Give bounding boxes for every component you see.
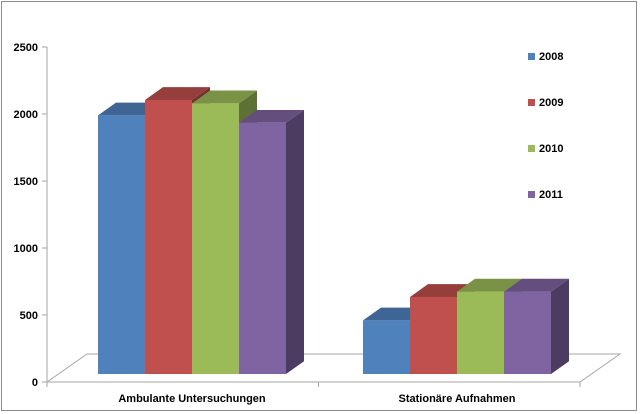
x-category-label: Stationäre Aufnahmen <box>399 393 516 405</box>
y-tick-label: 0 <box>32 377 38 389</box>
bar-front-face <box>98 115 145 374</box>
bar-side-face <box>286 109 304 374</box>
labels: 0 500 1000 1500 2000 2500 Ambulante Untersuchu… <box>14 42 516 405</box>
legend-swatch <box>528 191 535 198</box>
bar-front-face <box>145 99 192 374</box>
legend-swatch <box>528 145 535 152</box>
bar-front-face <box>410 296 457 374</box>
bar-front-face <box>504 291 551 374</box>
legend-label: 2009 <box>539 97 563 109</box>
legend-entry-2011: 2011 <box>528 189 563 201</box>
y-tick-label: 2500 <box>14 42 38 54</box>
x-category-label: Ambulante Untersuchungen <box>118 393 266 405</box>
bars <box>98 87 569 375</box>
bar-front-face <box>457 291 504 374</box>
bar-front-face <box>363 320 410 374</box>
legend-label: 2010 <box>539 143 563 155</box>
legend-label: 2011 <box>539 189 563 201</box>
bar-front-face <box>192 103 239 374</box>
y-tick-label: 1000 <box>14 243 38 255</box>
legend-entry-2008: 2008 <box>528 51 563 63</box>
legend-swatch <box>528 53 535 60</box>
bar-top-face <box>239 109 304 123</box>
bar-2011-ambulante <box>239 109 304 374</box>
bar-side-face <box>551 278 569 374</box>
legend-label: 2008 <box>539 51 563 63</box>
y-tick-label: 1500 <box>14 176 38 188</box>
y-tick-label: 500 <box>20 310 38 322</box>
bar-2011-stationaere <box>504 278 569 374</box>
bar-top-face <box>457 278 522 292</box>
legend-entry-2009: 2009 <box>528 97 563 109</box>
legend-swatch <box>528 99 535 106</box>
bar-top-face <box>504 278 569 292</box>
legend-entry-2010: 2010 <box>528 143 563 155</box>
legend: 2008 2009 2010 2011 <box>528 51 563 201</box>
y-tick-label: 2000 <box>14 109 38 121</box>
bar-top-face <box>145 87 210 100</box>
axes <box>42 46 581 387</box>
bar-top-face <box>192 90 257 104</box>
bar-front-face <box>239 122 286 374</box>
